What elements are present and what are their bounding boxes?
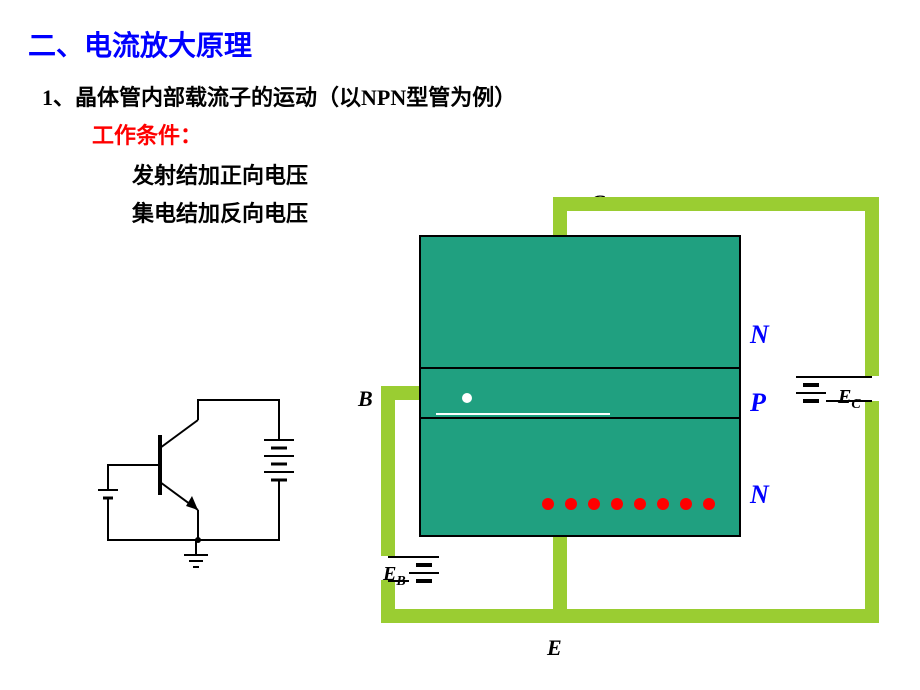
battery-EC	[796, 377, 872, 401]
wire-base	[388, 393, 420, 556]
circuit-diagram	[0, 0, 920, 690]
hole-dot	[462, 393, 472, 403]
wire-emitter-left	[388, 580, 560, 616]
transistor-symbol	[98, 400, 294, 567]
battery-EB	[388, 557, 439, 581]
transistor-box	[420, 236, 740, 536]
